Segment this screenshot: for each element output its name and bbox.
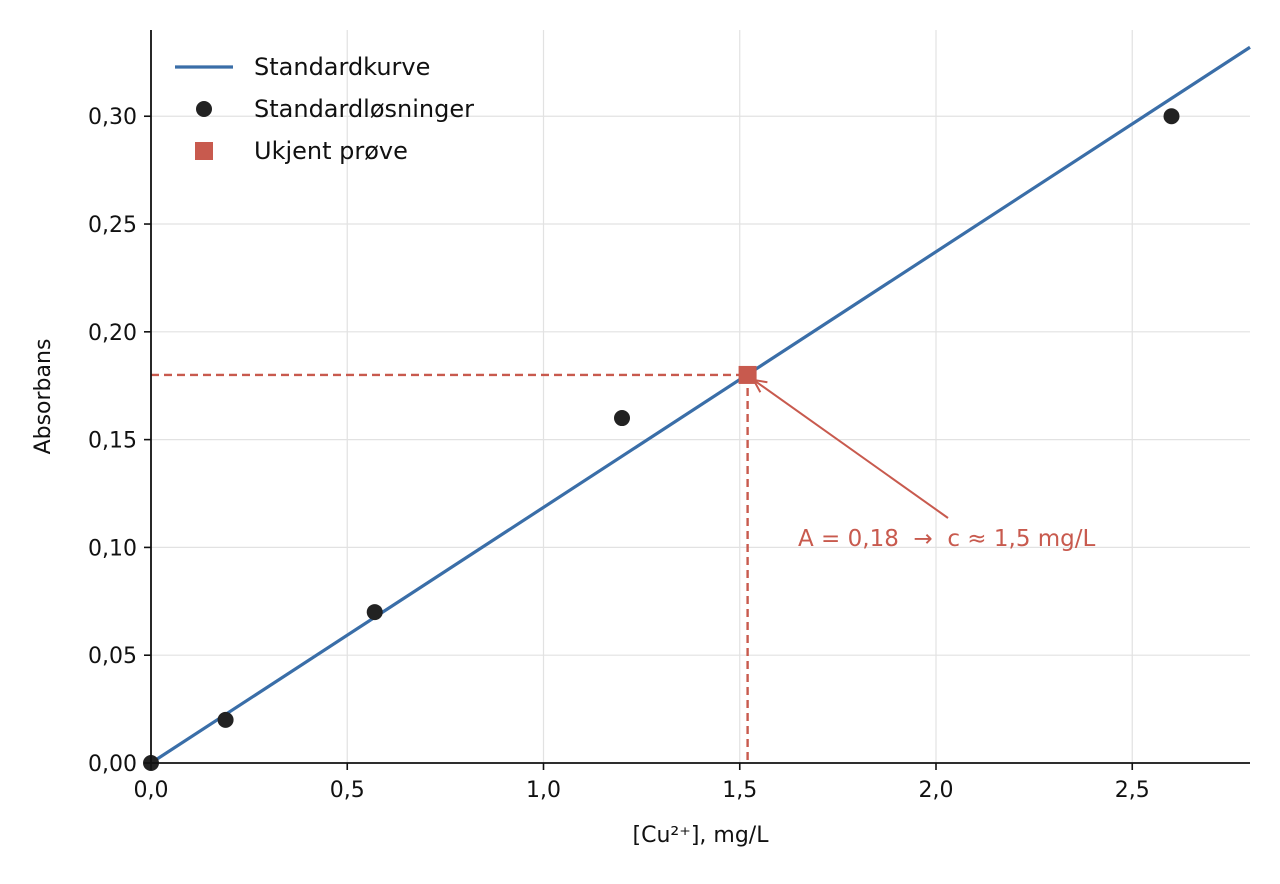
grid <box>151 30 1250 763</box>
y-tick-label: 0,30 <box>88 105 137 130</box>
y-tick-label: 0,05 <box>88 644 137 669</box>
legend-circle-swatch <box>196 101 212 117</box>
annotation-arrow-head <box>751 378 768 393</box>
standard-solution-point <box>1163 108 1180 125</box>
x-tick-label: 0,5 <box>330 778 365 803</box>
annotation-text: A = 0,18 → c ≈ 1,5 mg/L <box>798 526 1096 552</box>
y-axis-label: Absorbans <box>31 339 56 455</box>
x-tick-label: 2,5 <box>1115 778 1150 803</box>
guide-lines <box>151 373 749 763</box>
x-axis-label: [Cu²⁺], mg/L <box>633 823 770 848</box>
tick-labels: 0,0 0,5 1,0 1,5 2,0 2,5 0,00 0,05 0,10 0,15 0,20 0,… <box>88 105 1150 803</box>
x-tick-label: 1,5 <box>722 778 757 803</box>
y-tick-label: 0,25 <box>88 213 137 238</box>
legend-label: Standardkurve <box>254 53 430 81</box>
x-tick-label: 2,0 <box>919 778 954 803</box>
legend: Standardkurve Standardløsninger Ukjent prø… <box>175 53 474 165</box>
y-tick-label: 0,20 <box>88 321 137 346</box>
annotation-arrow-line <box>753 379 949 519</box>
axes <box>150 30 1250 764</box>
legend-label: Standardløsninger <box>254 95 474 123</box>
unknown-sample-point <box>738 365 757 384</box>
y-tick-label: 0,15 <box>88 429 137 454</box>
legend-label: Ukjent prøve <box>254 137 408 165</box>
x-tick-label: 1,0 <box>526 778 561 803</box>
standard-solution-point <box>217 711 234 728</box>
x-tick-label: 0,0 <box>134 778 169 803</box>
y-tick-label: 0,00 <box>88 752 137 777</box>
legend-square-swatch <box>195 142 213 160</box>
annotation: A = 0,18 → c ≈ 1,5 mg/L <box>751 378 1096 552</box>
standard-solution-point <box>366 604 383 621</box>
standard-curve-line <box>150 45 1251 765</box>
standard-solution-point <box>614 410 630 427</box>
y-tick-label: 0,10 <box>88 536 137 561</box>
